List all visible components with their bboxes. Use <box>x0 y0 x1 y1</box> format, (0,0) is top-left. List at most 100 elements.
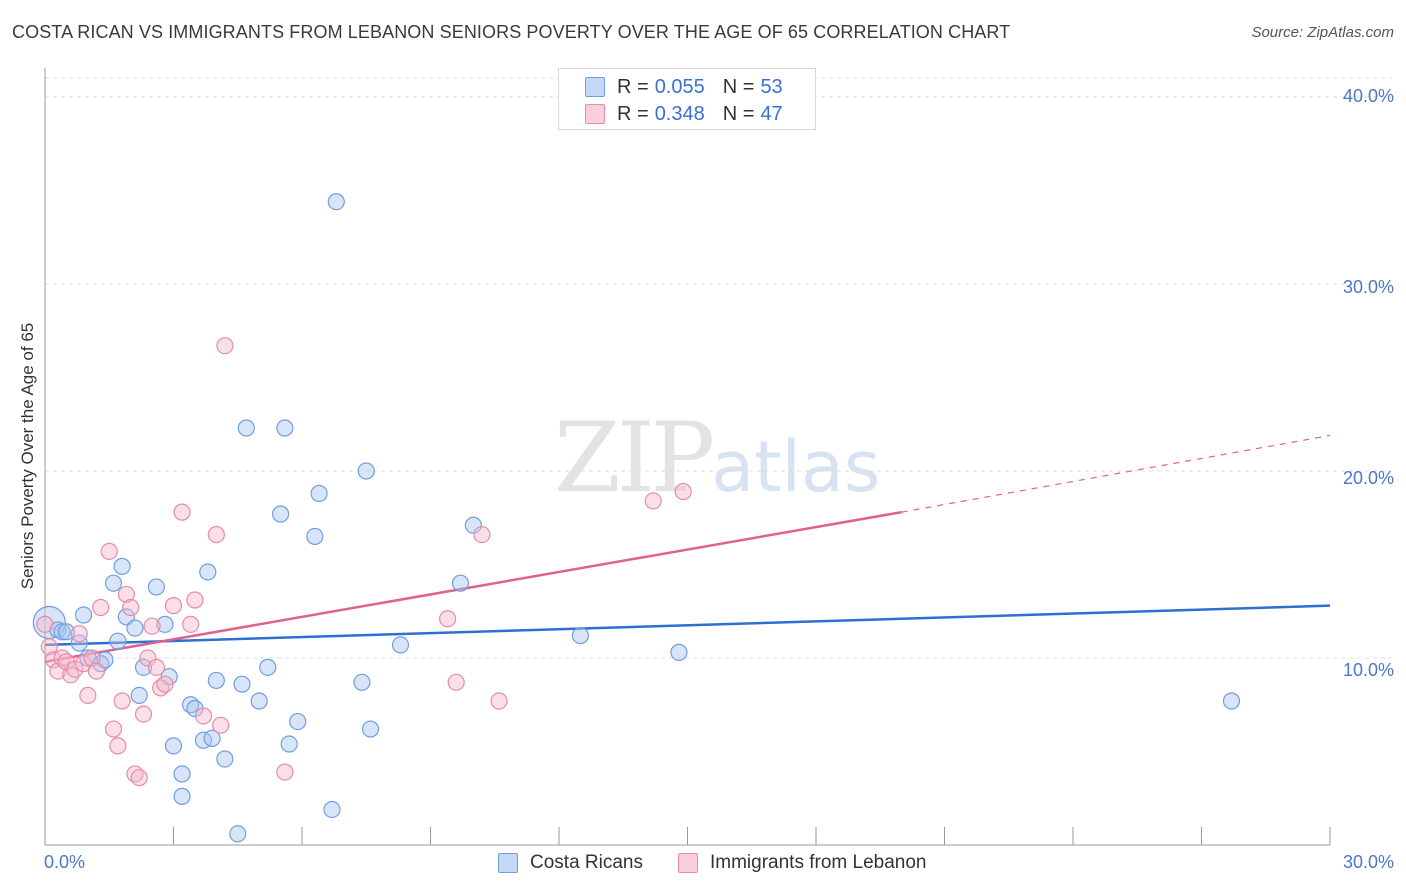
point-lebanon <box>122 598 140 617</box>
y-axis-label: Seniors Poverty Over the Age of 65 <box>18 322 37 590</box>
stats-legend-row-lebanon: R = 0.348 N = 47 <box>585 101 783 127</box>
point-costa-rican <box>134 658 153 676</box>
point-costa-rican <box>199 563 217 581</box>
point-costa-rican <box>353 673 371 691</box>
point-lebanon <box>92 598 110 617</box>
x-tick-label-max: 30.0% <box>1342 852 1394 872</box>
point-costa-rican <box>327 193 345 211</box>
point-costa-rican <box>289 712 307 731</box>
point-lebanon <box>186 591 204 609</box>
data-points <box>32 193 1241 843</box>
point-costa-rican <box>164 737 183 755</box>
point-costa-rican <box>74 606 93 624</box>
legend-label: Costa Ricans <box>530 852 643 873</box>
point-lebanon <box>40 638 58 656</box>
point-costa-rican <box>130 686 148 705</box>
axes <box>44 68 1331 846</box>
point-lebanon <box>674 482 692 501</box>
point-lebanon <box>164 597 183 615</box>
n-value: 53 <box>760 75 783 98</box>
point-costa-rican <box>451 574 470 592</box>
point-costa-rican <box>323 800 341 819</box>
point-costa-rican <box>113 557 131 575</box>
point-lebanon <box>194 707 213 725</box>
point-costa-rican <box>173 787 191 805</box>
y-tick-label-30: 30.0% <box>1342 277 1394 297</box>
swatch-pink <box>585 104 605 124</box>
point-costa-rican <box>280 735 298 753</box>
point-costa-rican <box>216 750 234 768</box>
point-lebanon <box>74 655 93 673</box>
point-lebanon <box>79 686 97 705</box>
legend-item-costa-ricans: Costa Ricans <box>498 852 643 874</box>
point-lebanon <box>147 658 165 676</box>
r-label: R = <box>617 102 649 125</box>
point-lebanon <box>156 675 174 693</box>
trend-lines <box>44 434 1331 663</box>
point-lebanon <box>83 649 101 667</box>
stats-legend: R = 0.055 N = 53 R = 0.348 N = 47 <box>558 68 816 130</box>
point-lebanon <box>100 542 118 561</box>
point-lebanon <box>439 610 457 628</box>
point-lebanon <box>276 763 294 781</box>
point-costa-rican <box>57 623 76 641</box>
point-lebanon <box>473 525 491 544</box>
point-costa-rican <box>306 527 324 546</box>
point-costa-rican <box>126 619 144 637</box>
point-lebanon <box>104 720 123 738</box>
point-costa-rican <box>173 765 191 783</box>
point-lebanon <box>212 716 230 734</box>
point-lebanon <box>143 617 161 635</box>
point-lebanon <box>644 492 662 510</box>
watermark: ZIPatlas <box>554 402 880 514</box>
point-lebanon <box>216 337 234 355</box>
point-lebanon <box>134 705 153 723</box>
series-legend: Costa Ricans Immigrants from Lebanon <box>0 852 1406 878</box>
point-costa-rican <box>310 484 328 503</box>
r-value: 0.348 <box>654 102 705 125</box>
grid-lines <box>45 77 1392 659</box>
y-tick-label-40: 40.0% <box>1342 86 1394 106</box>
trend-line-lebanon-extrapolated <box>901 434 1331 513</box>
point-costa-rican <box>361 720 380 738</box>
point-costa-rican <box>271 505 290 523</box>
point-lebanon <box>139 649 157 667</box>
point-costa-rican <box>109 632 127 650</box>
point-costa-rican <box>70 634 88 652</box>
point-costa-rican <box>571 626 590 645</box>
point-lebanon <box>87 662 106 680</box>
swatch-pink <box>678 853 698 873</box>
point-costa-rican <box>250 692 268 710</box>
y-tick-label-10: 10.0% <box>1342 660 1394 680</box>
point-lebanon <box>70 625 88 643</box>
x-tick-label-min: 0.0% <box>44 852 86 872</box>
point-costa-rican <box>203 729 221 748</box>
point-lebanon <box>173 503 191 521</box>
point-costa-rican <box>53 623 71 641</box>
point-lebanon <box>109 737 127 755</box>
point-lebanon <box>66 660 84 678</box>
r-value: 0.055 <box>654 75 705 98</box>
point-lebanon <box>447 673 465 691</box>
point-lebanon <box>49 662 67 680</box>
trend-line-lebanon <box>44 510 902 663</box>
swatch-blue <box>585 77 605 97</box>
point-costa-rican <box>233 675 251 693</box>
point-costa-rican <box>104 574 123 592</box>
point-lebanon <box>182 615 200 633</box>
point-costa-rican <box>670 643 688 661</box>
source-label: Source: ZipAtlas.com <box>1251 24 1394 41</box>
trend-line-costa-ricans <box>44 604 1331 647</box>
point-costa-rican <box>207 671 225 690</box>
point-costa-rican <box>464 516 482 534</box>
point-costa-rican <box>391 636 410 654</box>
point-costa-rican <box>229 825 247 843</box>
legend-label: Immigrants from Lebanon <box>710 852 927 873</box>
chart-title: COSTA RICAN VS IMMIGRANTS FROM LEBANON S… <box>12 22 1011 42</box>
point-costa-rican <box>259 658 277 676</box>
point-costa-rican <box>357 462 375 480</box>
watermark-atlas: atlas <box>711 426 881 508</box>
legend-item-lebanon: Immigrants from Lebanon <box>678 852 927 874</box>
point-lebanon <box>490 692 508 710</box>
